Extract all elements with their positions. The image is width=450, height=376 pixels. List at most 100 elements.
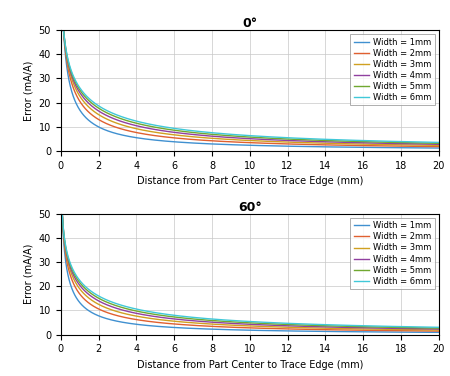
Width = 5mm	[58, 212, 63, 216]
X-axis label: Distance from Part Center to Trace Edge (mm): Distance from Part Center to Trace Edge …	[136, 360, 363, 370]
Width = 4mm	[360, 141, 365, 145]
Width = 6mm	[225, 318, 230, 322]
Width = 4mm	[97, 299, 102, 303]
Width = 2mm	[353, 328, 358, 332]
Width = 1mm	[97, 125, 102, 130]
Width = 5mm	[225, 133, 230, 138]
Width = 5mm	[353, 324, 358, 329]
Line: Width = 2mm: Width = 2mm	[61, 30, 439, 147]
Width = 3mm	[211, 322, 216, 326]
Width = 6mm	[318, 322, 323, 327]
Width = 6mm	[360, 323, 365, 328]
Width = 6mm	[211, 130, 216, 135]
Width = 2mm	[436, 144, 441, 149]
Width = 2mm	[436, 329, 441, 334]
Width = 4mm	[58, 212, 63, 216]
Width = 2mm	[353, 143, 358, 148]
Width = 2mm	[318, 143, 323, 147]
Width = 6mm	[360, 138, 365, 143]
Width = 4mm	[318, 139, 323, 144]
Width = 2mm	[318, 327, 323, 332]
Width = 6mm	[318, 137, 323, 141]
Width = 1mm	[58, 212, 63, 216]
Line: Width = 6mm: Width = 6mm	[61, 214, 439, 327]
Width = 4mm	[360, 326, 365, 330]
Width = 5mm	[225, 319, 230, 324]
Width = 6mm	[353, 138, 358, 143]
Width = 3mm	[360, 327, 365, 331]
Width = 5mm	[360, 139, 365, 144]
Width = 5mm	[436, 141, 441, 146]
Width = 1mm	[436, 146, 441, 150]
Line: Width = 6mm: Width = 6mm	[61, 30, 439, 143]
Width = 2mm	[360, 143, 365, 148]
Width = 6mm	[225, 132, 230, 136]
Width = 6mm	[97, 294, 102, 299]
Line: Width = 2mm: Width = 2mm	[61, 214, 439, 331]
Width = 1mm	[211, 142, 216, 146]
Width = 1mm	[360, 145, 365, 150]
Width = 1mm	[225, 142, 230, 147]
Width = 4mm	[225, 321, 230, 325]
Width = 1mm	[97, 314, 102, 318]
Width = 4mm	[436, 142, 441, 147]
Width = 3mm	[225, 137, 230, 141]
Width = 3mm	[436, 328, 441, 332]
Width = 3mm	[97, 302, 102, 307]
Line: Width = 4mm: Width = 4mm	[61, 30, 439, 144]
Width = 2mm	[97, 118, 102, 122]
Width = 1mm	[318, 144, 323, 149]
Legend: Width = 1mm, Width = 2mm, Width = 3mm, Width = 4mm, Width = 5mm, Width = 6mm: Width = 1mm, Width = 2mm, Width = 3mm, W…	[351, 34, 435, 105]
Width = 6mm	[436, 325, 441, 330]
Width = 5mm	[211, 132, 216, 137]
Width = 2mm	[225, 139, 230, 144]
Width = 2mm	[360, 328, 365, 332]
Width = 1mm	[211, 327, 216, 332]
Width = 3mm	[353, 142, 358, 146]
Legend: Width = 1mm, Width = 2mm, Width = 3mm, Width = 4mm, Width = 5mm, Width = 6mm: Width = 1mm, Width = 2mm, Width = 3mm, W…	[351, 218, 435, 289]
Width = 5mm	[97, 106, 102, 111]
Width = 5mm	[353, 139, 358, 144]
Line: Width = 1mm: Width = 1mm	[61, 30, 439, 148]
Width = 5mm	[211, 318, 216, 323]
Width = 2mm	[211, 139, 216, 143]
Line: Width = 5mm: Width = 5mm	[61, 30, 439, 143]
Line: Width = 4mm: Width = 4mm	[61, 214, 439, 329]
Width = 6mm	[97, 104, 102, 109]
Width = 3mm	[353, 327, 358, 331]
Width = 3mm	[318, 326, 323, 331]
Width = 2mm	[58, 212, 63, 216]
Width = 1mm	[360, 329, 365, 334]
Width = 3mm	[225, 323, 230, 327]
Width = 3mm	[360, 142, 365, 146]
Width = 2mm	[211, 324, 216, 329]
Y-axis label: Error (mA/A): Error (mA/A)	[23, 244, 33, 305]
Width = 4mm	[211, 134, 216, 139]
Line: Width = 3mm: Width = 3mm	[61, 214, 439, 330]
Width = 4mm	[318, 324, 323, 329]
Width = 6mm	[436, 140, 441, 145]
Width = 5mm	[97, 296, 102, 301]
Title: 60°: 60°	[238, 201, 261, 214]
Width = 5mm	[318, 138, 323, 143]
Width = 4mm	[353, 140, 358, 145]
Width = 4mm	[353, 325, 358, 330]
Width = 4mm	[225, 135, 230, 139]
Width = 3mm	[318, 141, 323, 146]
Width = 1mm	[436, 330, 441, 335]
Width = 5mm	[360, 324, 365, 329]
Line: Width = 1mm: Width = 1mm	[61, 214, 439, 332]
Width = 3mm	[97, 113, 102, 117]
Line: Width = 3mm: Width = 3mm	[61, 30, 439, 146]
Width = 2mm	[225, 325, 230, 329]
Width = 3mm	[436, 143, 441, 148]
Width = 6mm	[353, 323, 358, 328]
Line: Width = 5mm: Width = 5mm	[61, 214, 439, 328]
Title: 0°: 0°	[242, 17, 257, 30]
Width = 1mm	[58, 28, 63, 32]
Width = 1mm	[318, 329, 323, 334]
Width = 1mm	[353, 329, 358, 334]
Width = 2mm	[58, 28, 63, 32]
Width = 1mm	[353, 145, 358, 150]
Width = 1mm	[225, 327, 230, 332]
